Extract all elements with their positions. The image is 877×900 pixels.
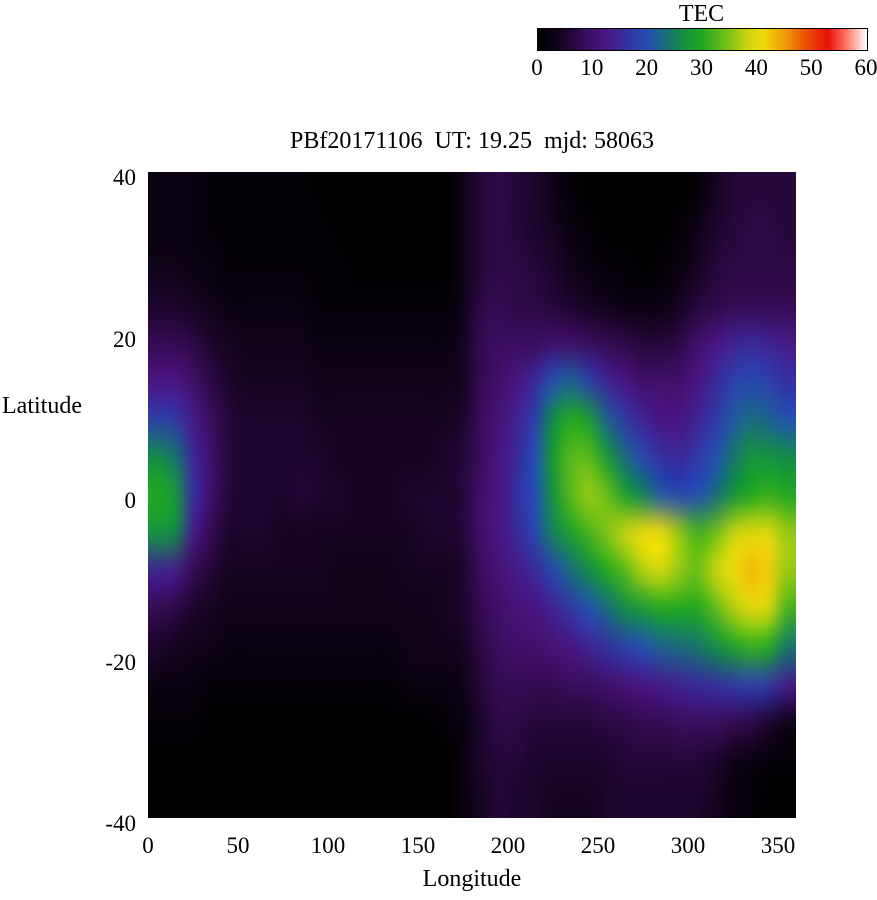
colorbar-tick-label: 10 (580, 55, 604, 80)
plot-title: PBf20171106 UT: 19.25 mjd: 58063 (290, 128, 654, 154)
x-axis-tick-label: 150 (400, 833, 436, 858)
y-axis-tick-label: 20 (113, 326, 136, 352)
colorbar-tick-label: 50 (799, 55, 823, 80)
colorbar-canvas (537, 28, 868, 51)
colorbar-title: TEC (678, 1, 725, 27)
x-axis-tick-label: 0 (142, 833, 154, 858)
x-axis-tick-label: 100 (310, 833, 346, 858)
x-axis-tick-label: 300 (670, 833, 706, 858)
colorbar-tick-label: 20 (635, 55, 659, 80)
colorbar-tick-label: 60 (854, 55, 877, 80)
x-axis-label: Longitude (422, 866, 522, 892)
colorbar-tick-label: 30 (690, 55, 713, 80)
x-axis-tick-label: 250 (580, 833, 616, 858)
heatmap-canvas (148, 172, 796, 818)
colorbar-tick-label: 40 (744, 55, 768, 80)
y-axis-tick-label: 40 (113, 165, 136, 190)
y-axis-label: Latitude (2, 393, 82, 419)
y-axis-tick-label: -20 (105, 649, 136, 675)
x-axis-tick-label: 50 (226, 833, 250, 858)
x-axis-tick-label: 200 (490, 833, 526, 858)
colorbar-tick-label: 0 (531, 55, 543, 80)
x-axis-tick-label: 350 (760, 833, 796, 858)
y-axis-tick-label: -40 (105, 811, 136, 836)
y-axis-tick-label: 0 (124, 488, 137, 513)
